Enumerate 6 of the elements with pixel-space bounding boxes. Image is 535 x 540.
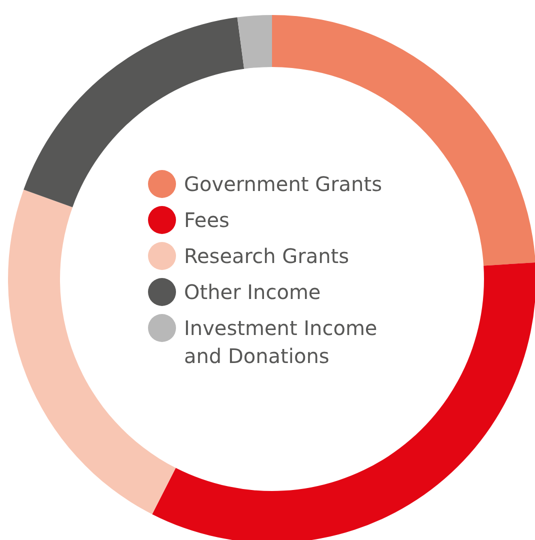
legend-label: Research Grants [184,243,350,270]
donut-slice [237,15,272,69]
legend-label: Investment Income and Donations [184,315,378,370]
legend-label: Government Grants [184,171,382,198]
legend-label: Fees [184,207,230,234]
legend-label: Other Income [184,279,321,306]
